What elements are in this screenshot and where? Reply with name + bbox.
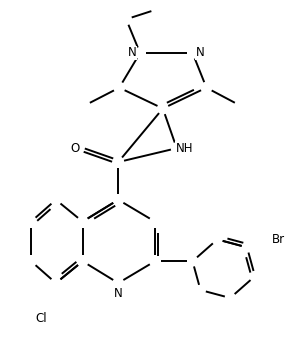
Text: NH: NH: [176, 142, 193, 155]
Text: N: N: [128, 47, 137, 60]
Text: Cl: Cl: [35, 312, 47, 325]
Text: Br: Br: [272, 233, 285, 246]
Text: N: N: [196, 47, 205, 60]
Text: O: O: [70, 142, 79, 155]
Text: N: N: [114, 287, 123, 300]
